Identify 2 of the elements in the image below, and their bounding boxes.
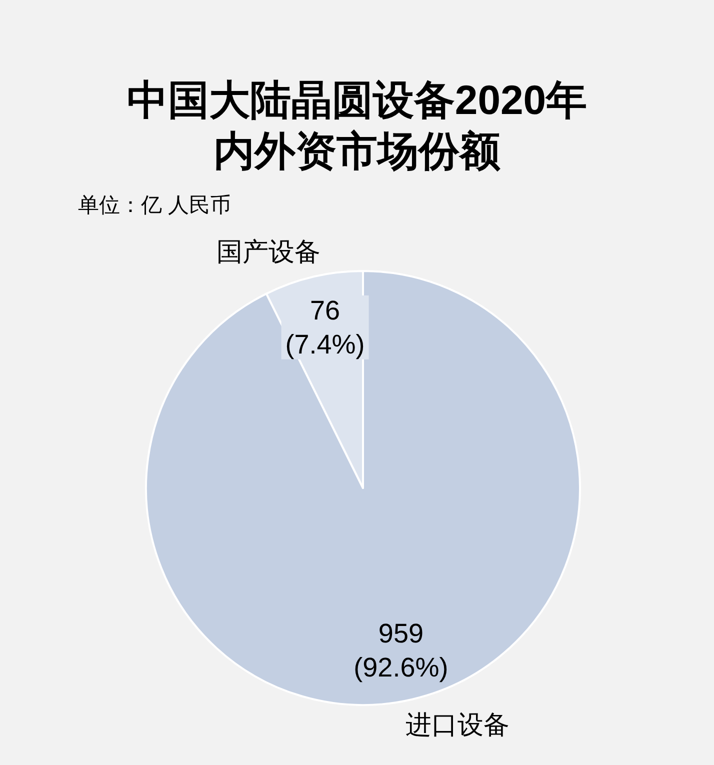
title: 中国大陆晶圆设备2020年内外资市场份额 [126, 77, 588, 174]
subtitle: 单位：亿 人民币 [78, 194, 231, 217]
